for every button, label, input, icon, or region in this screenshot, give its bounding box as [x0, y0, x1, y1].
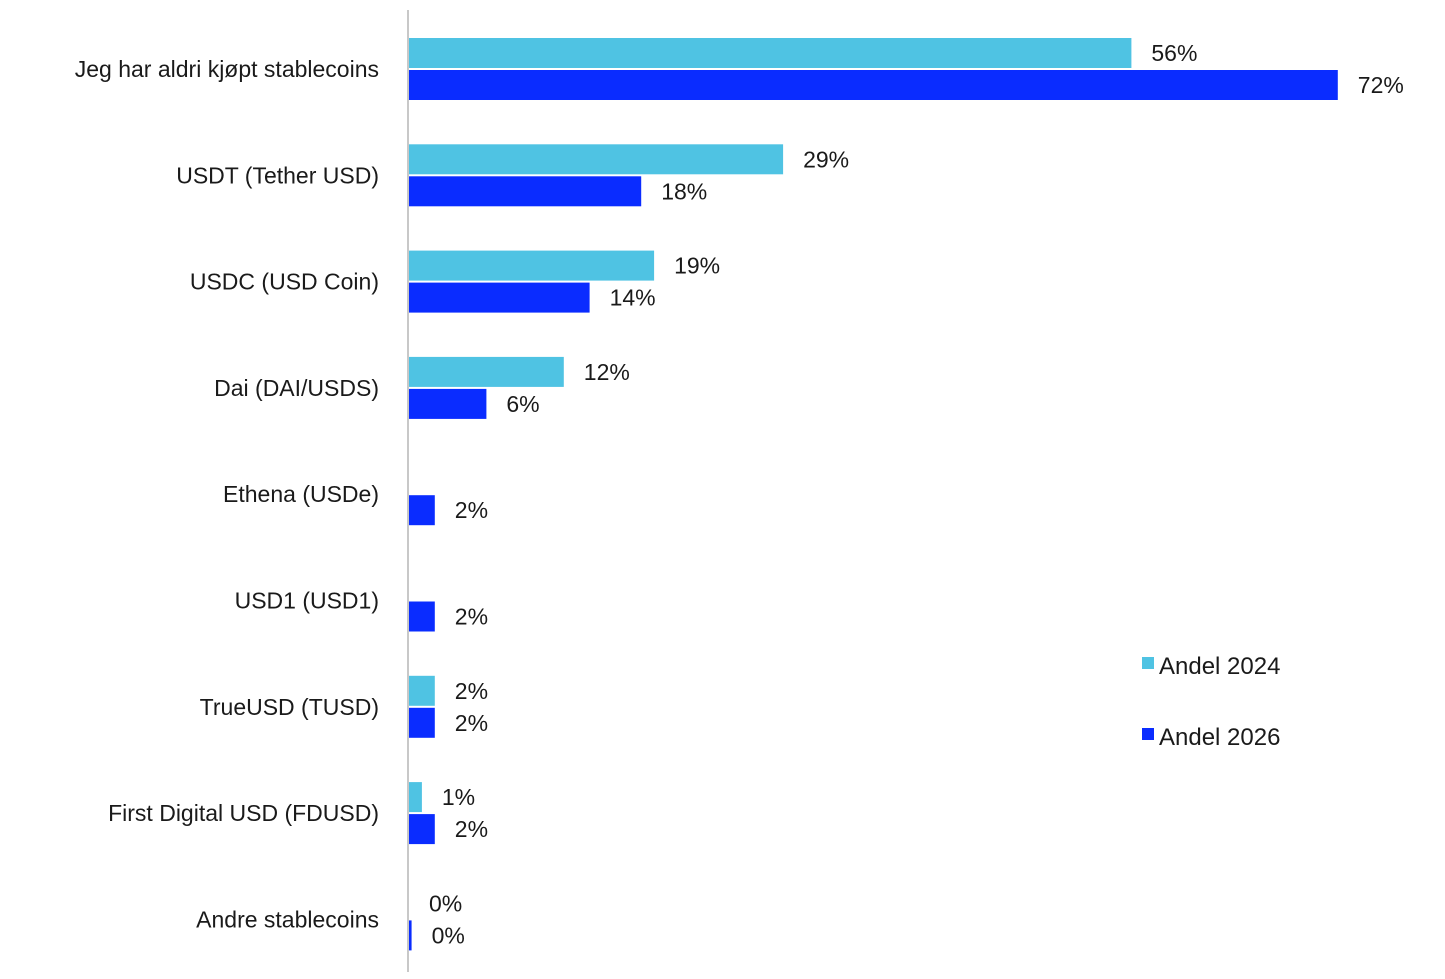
legend-label-andel-2024: Andel 2024 — [1159, 653, 1280, 680]
labels-layer: Jeg har aldri kjøpt stablecoins 56% 72% USD… — [75, 40, 1404, 948]
bar-andel-2026-ethena-usde — [409, 495, 435, 526]
data-label-andel-2026-usd1-usd1: 2% — [455, 604, 488, 630]
data-label-andel-2026-ethena-usde: 2% — [455, 497, 488, 523]
bar-andel-2024-jeg-har-aldri-kj-pt-stablecoins — [409, 38, 1132, 68]
data-label-andel-2026-usdc-usd-coin: 14% — [610, 285, 656, 311]
data-label-andel-2026-trueusd-tusd: 2% — [455, 710, 488, 736]
data-label-andel-2026-dai-dai-usds: 6% — [506, 391, 539, 417]
data-label-andel-2026-first-digital-usd-fdusd: 2% — [455, 816, 488, 842]
bar-andel-2024-dai-dai-usds — [409, 356, 564, 387]
bar-andel-2024-trueusd-tusd — [409, 675, 435, 706]
bar-andel-2026-usdc-usd-coin — [409, 282, 590, 313]
bar-andel-2026-first-digital-usd-fdusd — [409, 814, 435, 845]
bar-andel-2026-usdt-tether-usd — [409, 176, 642, 207]
category-label-jeg-har-aldri-kj-pt-stablecoins: Jeg har aldri kjøpt stablecoins — [75, 56, 379, 82]
category-label-first-digital-usd-fdusd: First Digital USD (FDUSD) — [108, 800, 379, 826]
bar-andel-2024-first-digital-usd-fdusd — [409, 782, 422, 813]
legend-label-andel-2026: Andel 2026 — [1159, 724, 1280, 751]
bar-andel-2026-andre-stablecoins — [409, 920, 412, 951]
legend: Andel 2024 Andel 2026 — [1142, 653, 1280, 751]
bar-andel-2026-dai-dai-usds — [409, 388, 487, 419]
category-label-dai-dai-usds: Dai (DAI/USDS) — [214, 375, 379, 401]
category-label-trueusd-tusd: TrueUSD (TUSD) — [200, 694, 379, 720]
category-label-usdc-usd-coin: USDC (USD Coin) — [190, 269, 379, 295]
legend-swatch-andel-2026 — [1142, 728, 1154, 740]
category-label-ethena-usde: Ethena (USDe) — [223, 481, 379, 507]
legend-swatch-andel-2024 — [1142, 657, 1154, 669]
bar-andel-2024-usdc-usd-coin — [409, 250, 655, 281]
data-label-andel-2024-trueusd-tusd: 2% — [455, 678, 488, 704]
bar-andel-2026-trueusd-tusd — [409, 707, 435, 738]
data-label-andel-2026-jeg-har-aldri-kj-pt-stablecoins: 72% — [1358, 72, 1404, 98]
data-label-andel-2026-usdt-tether-usd: 18% — [661, 178, 707, 204]
category-label-usd1-usd1: USD1 (USD1) — [235, 588, 379, 614]
data-label-andel-2024-usdt-tether-usd: 29% — [803, 146, 849, 172]
data-label-andel-2024-first-digital-usd-fdusd: 1% — [442, 784, 475, 810]
data-label-andel-2024-usdc-usd-coin: 19% — [674, 253, 720, 279]
bars-layer — [409, 38, 1338, 951]
bar-andel-2024-usdt-tether-usd — [409, 144, 784, 175]
category-label-andre-stablecoins: Andre stablecoins — [196, 906, 379, 932]
bar-andel-2026-usd1-usd1 — [409, 601, 435, 632]
bar-andel-2026-jeg-har-aldri-kj-pt-stablecoins — [409, 70, 1338, 100]
data-label-andel-2024-andre-stablecoins: 0% — [429, 890, 462, 916]
category-label-usdt-tether-usd: USDT (Tether USD) — [176, 162, 379, 188]
data-label-andel-2024-jeg-har-aldri-kj-pt-stablecoins: 56% — [1151, 40, 1197, 66]
data-label-andel-2026-andre-stablecoins: 0% — [432, 922, 465, 948]
data-label-andel-2024-dai-dai-usds: 12% — [584, 359, 630, 385]
